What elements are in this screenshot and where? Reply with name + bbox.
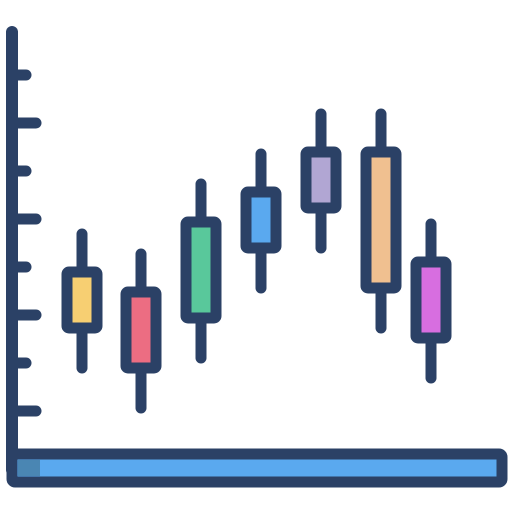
candle-body <box>300 146 342 214</box>
candlestick <box>61 228 103 374</box>
candlestick <box>360 108 402 334</box>
candlestick <box>410 218 452 384</box>
candle-body <box>61 266 103 334</box>
base-bar <box>6 448 508 488</box>
candle-body <box>120 286 162 374</box>
candlestick <box>180 178 222 364</box>
candlestick <box>300 108 342 254</box>
x-axis-base-bar <box>6 448 508 488</box>
candlestick <box>120 248 162 414</box>
y-axis-ticks <box>6 69 42 417</box>
candlestick <box>240 148 282 294</box>
candle-body <box>240 186 282 254</box>
base-bar-accent <box>18 460 40 476</box>
candles <box>61 108 452 414</box>
candle-body <box>360 146 402 294</box>
candle-body <box>410 256 452 344</box>
candle-body <box>180 216 222 324</box>
